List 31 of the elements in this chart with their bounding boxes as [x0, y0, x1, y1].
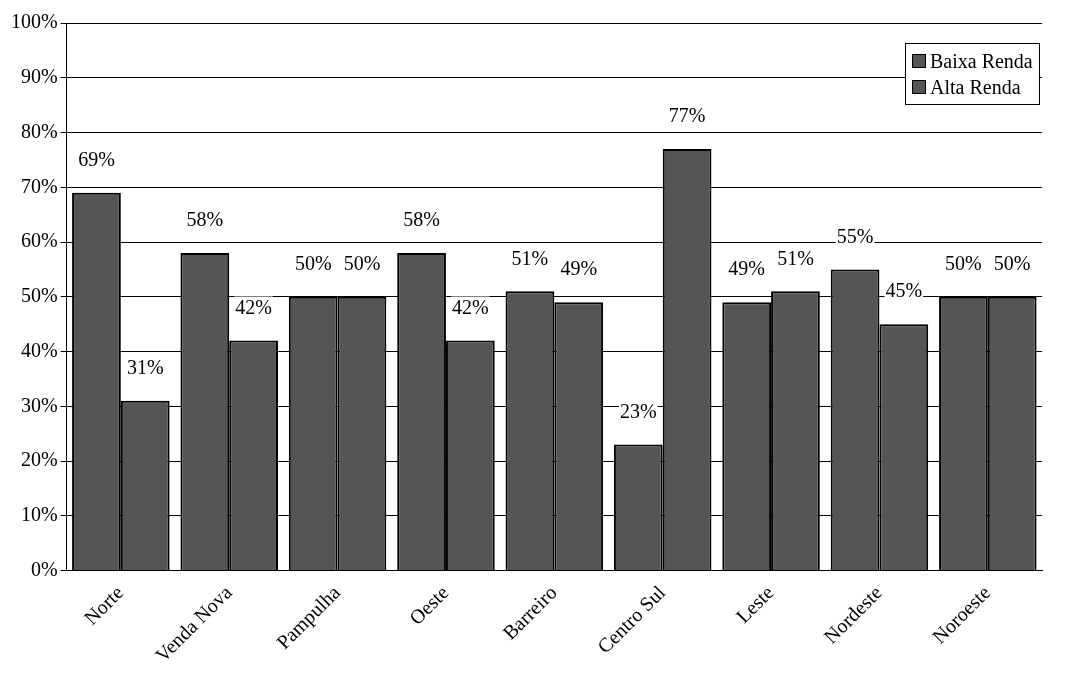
data-label: 50% [343, 252, 381, 275]
y-tick-label: 60% [20, 229, 58, 252]
y-tick-label: 0% [30, 557, 58, 580]
data-label: 55% [836, 224, 874, 247]
data-label: 23% [619, 399, 657, 422]
y-tick-label: 70% [20, 174, 58, 197]
data-label: 49% [728, 257, 766, 280]
y-tick-label: 50% [20, 284, 58, 307]
data-label: 58% [186, 208, 224, 231]
data-label: 69% [78, 147, 115, 170]
y-tick-label: 10% [20, 503, 58, 526]
legend-label: Baixa Renda [930, 49, 1033, 74]
y-tick-label: 30% [20, 393, 58, 416]
data-label: 42% [235, 295, 272, 318]
y-tick-label: 100% [10, 10, 58, 33]
data-label: 45% [885, 279, 923, 302]
data-label: 49% [560, 257, 598, 280]
data-label: 51% [511, 246, 549, 269]
data-label: 77% [668, 104, 706, 127]
y-tick-label: 90% [20, 65, 58, 87]
data-label: 50% [945, 252, 982, 275]
data-label: 31% [126, 356, 164, 379]
y-tick-label: 20% [20, 448, 58, 471]
data-label: 50% [993, 252, 1031, 275]
y-tick-label: 40% [20, 338, 58, 361]
y-tick-label: 80% [20, 119, 58, 142]
data-label: 42% [452, 295, 489, 318]
data-label: 51% [777, 246, 814, 269]
data-label: 58% [403, 208, 440, 231]
legend-label: Alta Renda [930, 75, 1021, 100]
data-label: 50% [294, 252, 332, 275]
